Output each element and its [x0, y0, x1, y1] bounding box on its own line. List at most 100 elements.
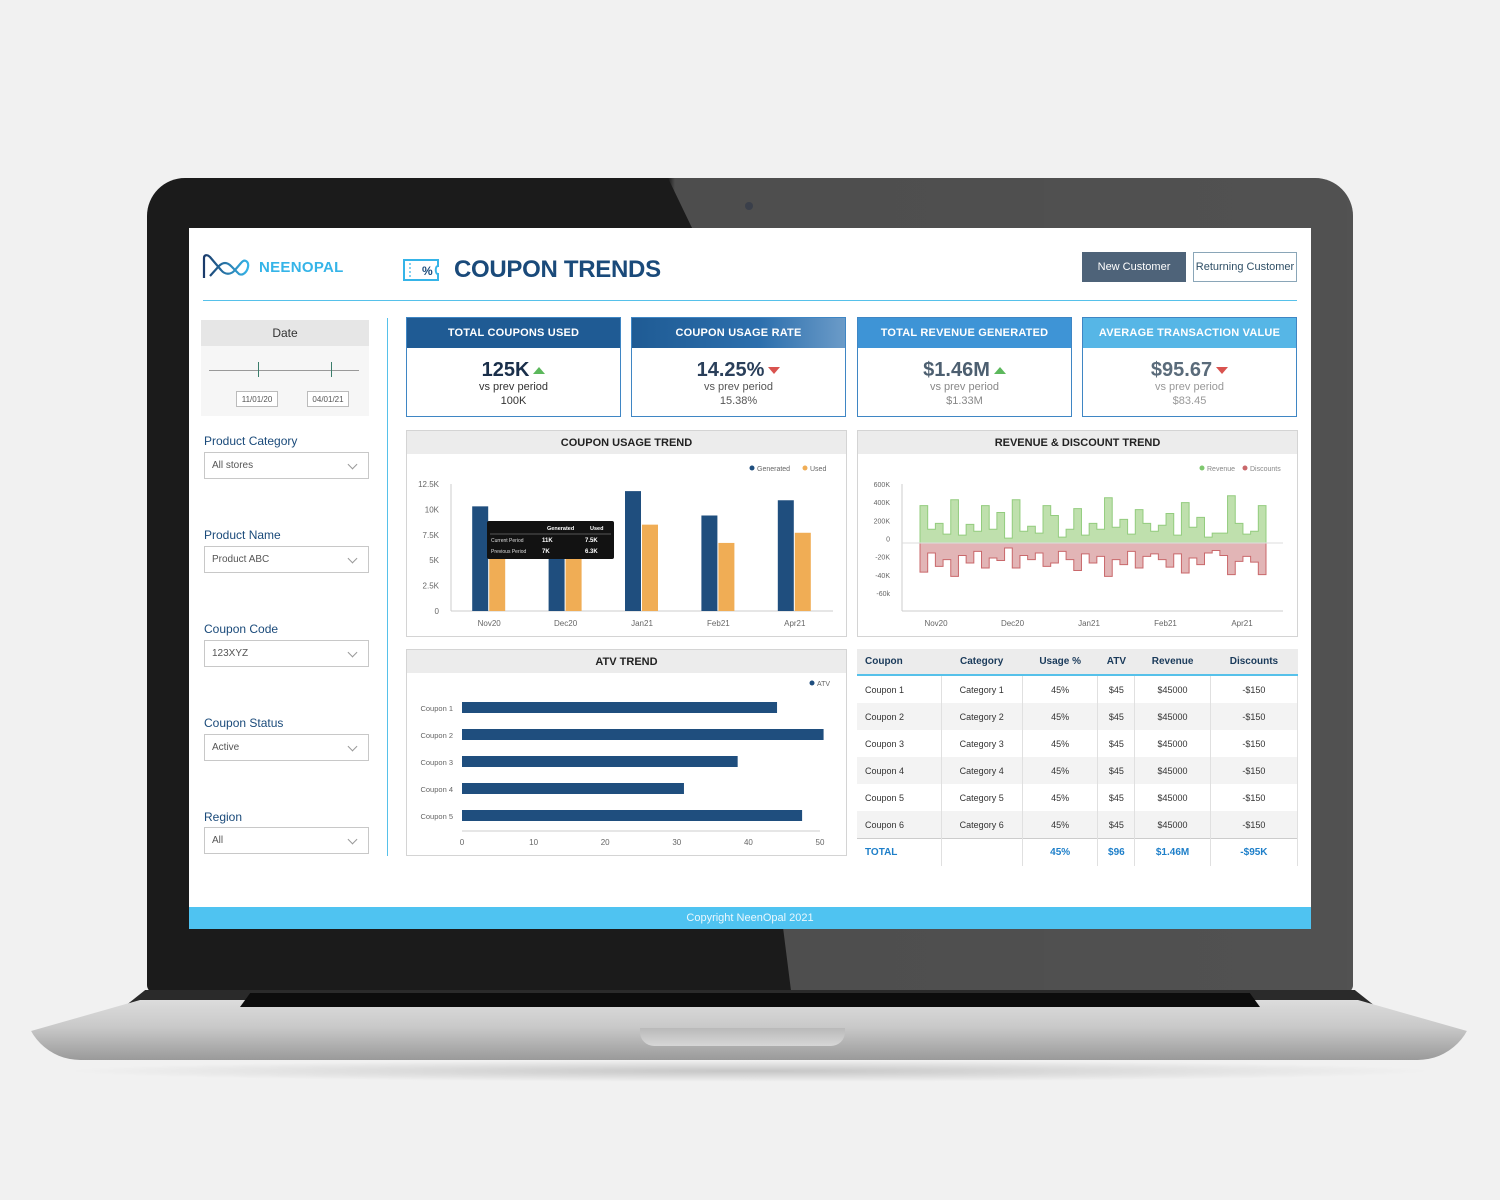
- bar-generated: [472, 506, 489, 611]
- y-tick-label: 0: [886, 537, 890, 544]
- y-tick-label: Coupon 2: [420, 731, 453, 740]
- new-customer-button[interactable]: New Customer: [1082, 252, 1186, 282]
- total-cell: 45%: [1022, 838, 1099, 866]
- y-tick-label: -20K: [875, 555, 890, 562]
- table-cell: 45%: [1022, 730, 1099, 757]
- date-end-field[interactable]: 04/01/21: [307, 391, 349, 407]
- table-row[interactable]: Coupon 6 Category 6 45% $45 $45000 -$150: [857, 811, 1299, 839]
- table-row[interactable]: Coupon 5 Category 5 45% $45 $45000 -$150: [857, 784, 1299, 811]
- legend-marker: [809, 680, 815, 686]
- trend-down-icon: [1216, 367, 1229, 375]
- chart-title: ATV TREND: [407, 650, 846, 673]
- table-cell: 45%: [1022, 675, 1099, 703]
- x-tick-label: Dec20: [1001, 619, 1025, 628]
- trend-up-icon: [993, 367, 1006, 375]
- svg-text:%: %: [422, 264, 433, 278]
- legend-label: Revenue: [1207, 466, 1235, 473]
- footer: Copyright NeenOpal 2021: [189, 907, 1311, 929]
- trend-down-icon: [768, 367, 781, 375]
- product-name-select[interactable]: Product ABC: [204, 546, 369, 573]
- table-row[interactable]: Coupon 3 Category 3 45% $45 $45000 -$150: [857, 730, 1299, 757]
- tooltip-row-label: Current Period: [491, 538, 524, 544]
- table-cell: -$150: [1210, 703, 1299, 730]
- x-tick-label: Jan21: [631, 619, 653, 628]
- trend-up-icon: [533, 367, 546, 375]
- table-cell: Coupon 6: [857, 811, 942, 839]
- table-cell: $45000: [1134, 784, 1211, 811]
- table-cell: Coupon 5: [857, 784, 942, 811]
- table-cell: Coupon 4: [857, 757, 942, 784]
- bar-atv: [462, 756, 738, 767]
- coupon-status-select[interactable]: Active: [204, 734, 369, 761]
- column-header[interactable]: ATV: [1097, 649, 1135, 676]
- revenue-discount-panel: REVENUE & DISCOUNT TREND 600K 400K 200K 0 -2…: [857, 430, 1298, 637]
- table-row[interactable]: Coupon 2 Category 2 45% $45 $45000 -$150: [857, 703, 1299, 730]
- kpi-card-coupons-used: TOTAL COUPONS USED 125K vs prev period 1…: [406, 317, 621, 417]
- region-select[interactable]: All: [204, 827, 369, 854]
- x-tick-label: Feb21: [1154, 619, 1177, 628]
- table-cell: $45000: [1134, 703, 1211, 730]
- returning-customer-button[interactable]: Returning Customer: [1193, 252, 1297, 282]
- table-cell: $45000: [1134, 811, 1211, 839]
- x-tick-label: Feb21: [707, 619, 730, 628]
- legend-marker: [802, 465, 808, 471]
- product-category-value: All stores: [212, 460, 254, 471]
- tooltip-value: 7K: [542, 549, 550, 555]
- legend-label: Discounts: [1250, 466, 1281, 473]
- column-header[interactable]: Coupon: [857, 649, 941, 676]
- table-cell: Category 6: [941, 811, 1023, 839]
- column-header[interactable]: Category: [941, 649, 1023, 676]
- kpi-title: TOTAL COUPONS USED: [407, 318, 620, 348]
- table-row[interactable]: Coupon 1 Category 1 45% $45 $45000 -$150: [857, 675, 1299, 703]
- product-name-label: Product Name: [204, 528, 281, 542]
- table-row[interactable]: Coupon 4 Category 4 45% $45 $45000 -$150: [857, 757, 1299, 784]
- table-cell: $45000: [1134, 730, 1211, 757]
- atv-trend-panel: ATV TREND 0 10 20 30 40 50 Coupon 1 Coupon 2 Cou…: [406, 649, 847, 856]
- legend-marker: [1242, 465, 1248, 471]
- chevron-down-icon: [347, 834, 358, 845]
- brand-logo[interactable]: NEENOPAL: [201, 252, 344, 282]
- table-cell: -$150: [1210, 675, 1299, 703]
- column-header[interactable]: Usage %: [1022, 649, 1098, 676]
- y-tick-label: 5K: [429, 556, 439, 565]
- x-tick-label: Jan21: [1078, 619, 1100, 628]
- chart-title: REVENUE & DISCOUNT TREND: [858, 431, 1297, 454]
- coupon-code-select[interactable]: 123XYZ: [204, 640, 369, 667]
- table-cell: $45: [1097, 811, 1136, 839]
- total-cell: [941, 838, 1023, 866]
- column-header[interactable]: Discounts: [1210, 649, 1298, 676]
- product-category-select[interactable]: All stores: [204, 452, 369, 479]
- y-tick-label: 400K: [874, 500, 891, 507]
- date-slider-start-handle[interactable]: [258, 362, 259, 377]
- bar-atv: [462, 702, 778, 713]
- y-tick-label: 7.5K: [423, 531, 440, 540]
- bar-atv: [462, 729, 824, 740]
- table-cell: Category 1: [941, 675, 1023, 703]
- x-tick-label: Apr21: [784, 619, 806, 628]
- x-tick-label: 20: [601, 838, 610, 847]
- coupon-status-value: Active: [212, 742, 240, 753]
- kpi-prev-value: 15.38%: [719, 395, 758, 407]
- laptop-shadow: [60, 1060, 1440, 1082]
- atv-chart: 0 10 20 30 40 50 Coupon 1 Coupon 2 Coupon 3 Coupo…: [420, 680, 830, 847]
- y-tick-label: Coupon 4: [420, 785, 453, 794]
- coupon-code-value: 123XYZ: [212, 648, 249, 659]
- kpi-value: $1.46M: [923, 359, 990, 381]
- legend-label: Used: [810, 466, 826, 473]
- kpi-subtitle: vs prev period: [478, 381, 549, 393]
- date-slider-track[interactable]: [209, 370, 359, 371]
- date-start-field[interactable]: 11/01/20: [236, 391, 278, 407]
- bar-used: [489, 556, 506, 611]
- date-slider-end-handle[interactable]: [331, 362, 332, 377]
- x-tick-label: Apr21: [1231, 619, 1253, 628]
- kpi-title: AVERAGE TRANSACTION VALUE: [1083, 318, 1296, 348]
- column-header[interactable]: Revenue: [1134, 649, 1211, 676]
- y-tick-label: 2.5K: [423, 582, 440, 591]
- kpi-card-usage-rate: COUPON USAGE RATE 14.25% vs prev period …: [631, 317, 846, 417]
- bar-atv: [462, 810, 803, 821]
- kpi-subtitle: vs prev period: [1154, 381, 1225, 393]
- page-title: COUPON TRENDS: [454, 256, 661, 283]
- y-tick-label: -60k: [876, 591, 890, 598]
- kpi-prev-value: 100K: [500, 395, 527, 407]
- table-cell: -$150: [1210, 811, 1299, 839]
